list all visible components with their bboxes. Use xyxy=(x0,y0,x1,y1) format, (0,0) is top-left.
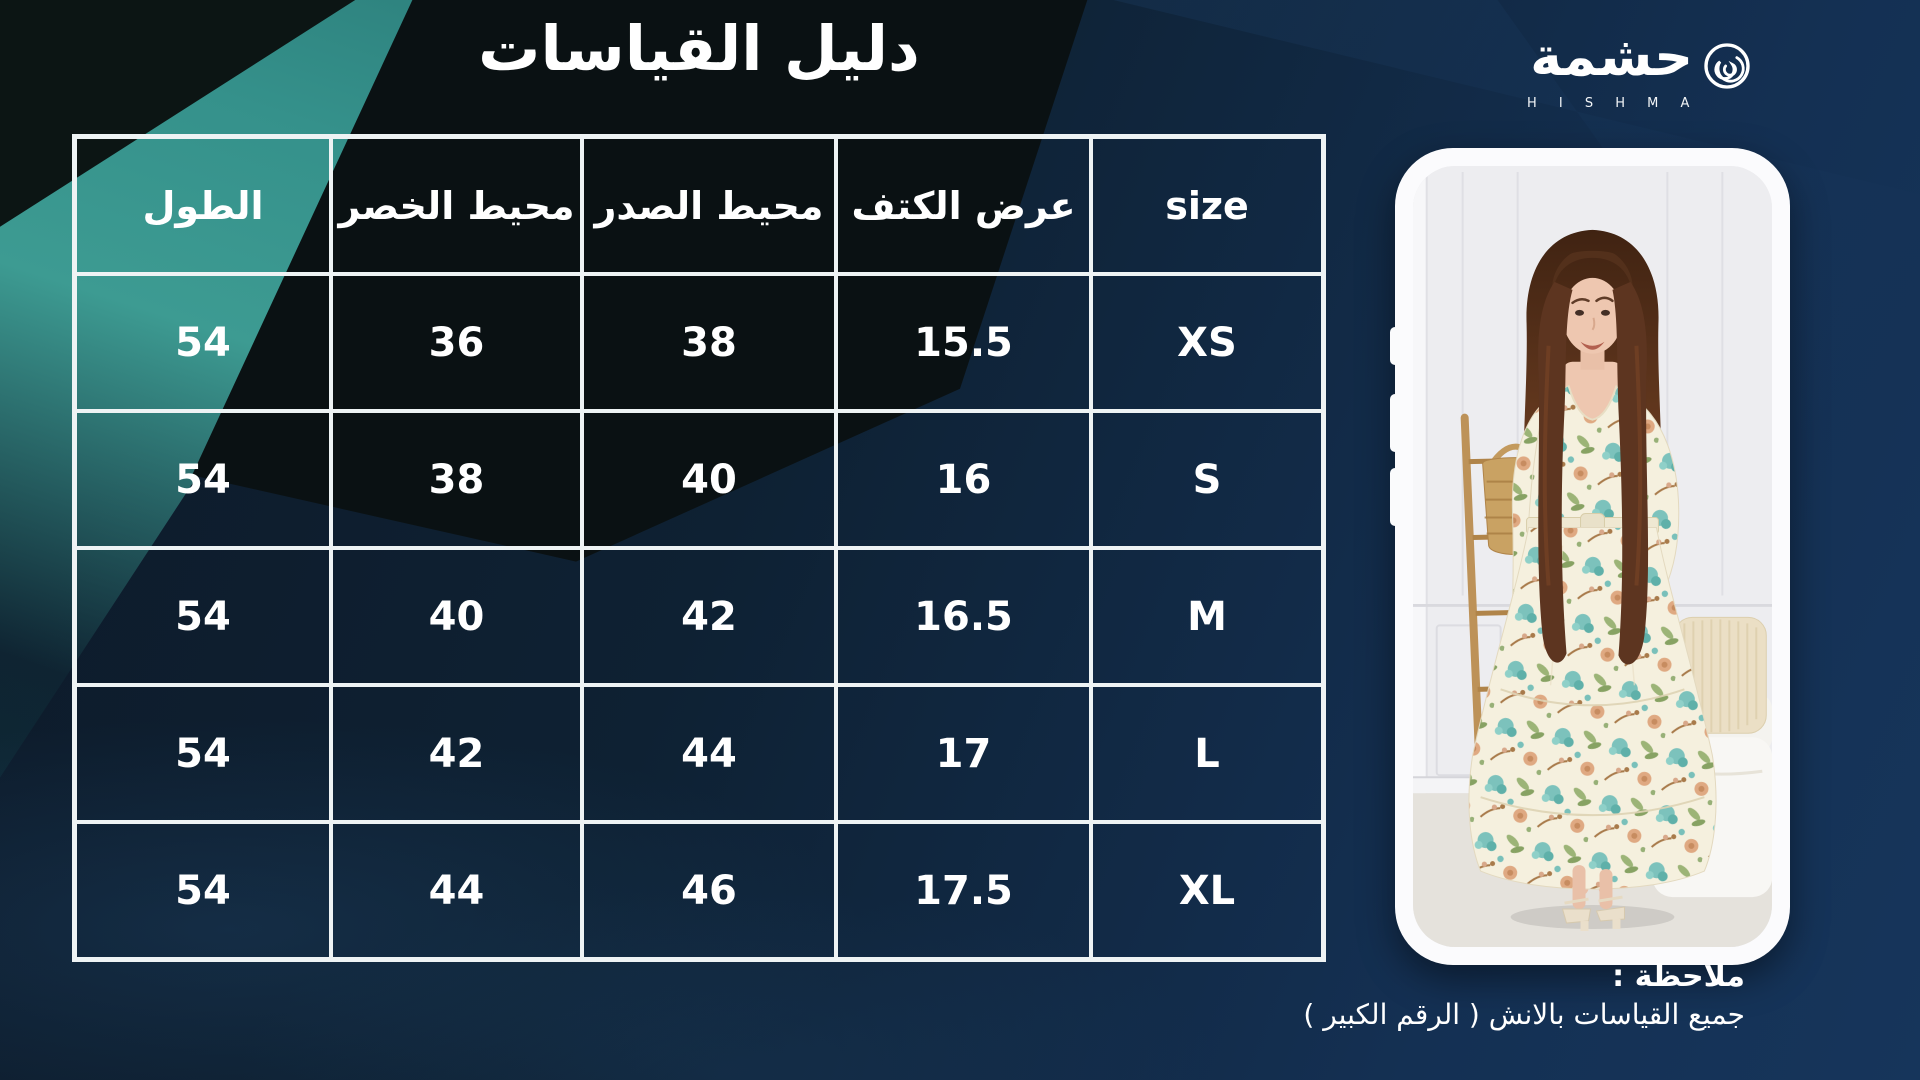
phone-side-button xyxy=(1390,468,1400,526)
cell-chest: 42 xyxy=(582,548,836,685)
table-row-xl: 54 44 46 17.5 XL xyxy=(75,822,1323,959)
cell-size: M xyxy=(1091,548,1323,685)
cell-shoulder: 17.5 xyxy=(836,822,1091,959)
brand-logo: حشمة H I S H M A xyxy=(1505,28,1755,111)
table-row-l: 54 42 44 17 L xyxy=(75,685,1323,822)
cell-waist: 40 xyxy=(331,548,582,685)
cell-length: 54 xyxy=(75,411,331,548)
cell-waist: 36 xyxy=(331,274,582,411)
table-row-xs: 54 36 38 15.5 XS xyxy=(75,274,1323,411)
cell-size: XL xyxy=(1091,822,1323,959)
model-photo-illustration xyxy=(1413,166,1772,947)
phone-screen-photo xyxy=(1413,166,1772,947)
brand-logo-arabic: حشمة xyxy=(1530,25,1693,88)
cell-length: 54 xyxy=(75,548,331,685)
cell-waist: 44 xyxy=(331,822,582,959)
calligraphy-swirl-icon xyxy=(1704,43,1750,89)
cell-shoulder: 17 xyxy=(836,685,1091,822)
table-header-row: الطول محيط الخصر محيط الصدر عرض الكتف si… xyxy=(75,137,1323,274)
cell-size: L xyxy=(1091,685,1323,822)
cell-waist: 38 xyxy=(331,411,582,548)
cell-size: S xyxy=(1091,411,1323,548)
column-header-shoulder: عرض الكتف xyxy=(836,137,1091,274)
table-row-s: 54 38 40 16 S xyxy=(75,411,1323,548)
column-header-waist: محيط الخصر xyxy=(331,137,582,274)
column-header-length: الطول xyxy=(75,137,331,274)
cell-length: 54 xyxy=(75,685,331,822)
measurement-note: ملاحظة : جميع القياسات بالانش ( الرقم ال… xyxy=(1303,958,1745,1034)
table-row-m: 54 40 42 16.5 M xyxy=(75,548,1323,685)
note-heading: ملاحظة : xyxy=(1612,959,1745,994)
cell-chest: 40 xyxy=(582,411,836,548)
phone-side-button xyxy=(1390,394,1400,452)
page-title: دليل القياسات xyxy=(478,12,920,85)
column-header-chest: محيط الصدر xyxy=(582,137,836,274)
cell-chest: 44 xyxy=(582,685,836,822)
column-header-size: size xyxy=(1091,137,1323,274)
cell-chest: 46 xyxy=(582,822,836,959)
cell-shoulder: 16.5 xyxy=(836,548,1091,685)
cell-size: XS xyxy=(1091,274,1323,411)
size-table: الطول محيط الخصر محيط الصدر عرض الكتف si… xyxy=(72,134,1326,962)
cell-length: 54 xyxy=(75,822,331,959)
cell-length: 54 xyxy=(75,274,331,411)
cell-waist: 42 xyxy=(331,685,582,822)
cell-shoulder: 16 xyxy=(836,411,1091,548)
model xyxy=(1468,229,1717,932)
cell-chest: 38 xyxy=(582,274,836,411)
phone-mockup xyxy=(1390,148,1790,965)
brand-logo-latin: H I S H M A xyxy=(1527,96,1699,111)
phone-side-button xyxy=(1390,327,1400,365)
cell-shoulder: 15.5 xyxy=(836,274,1091,411)
note-body: جميع القياسات بالانش ( الرقم الكبير ) xyxy=(1303,998,1745,1031)
